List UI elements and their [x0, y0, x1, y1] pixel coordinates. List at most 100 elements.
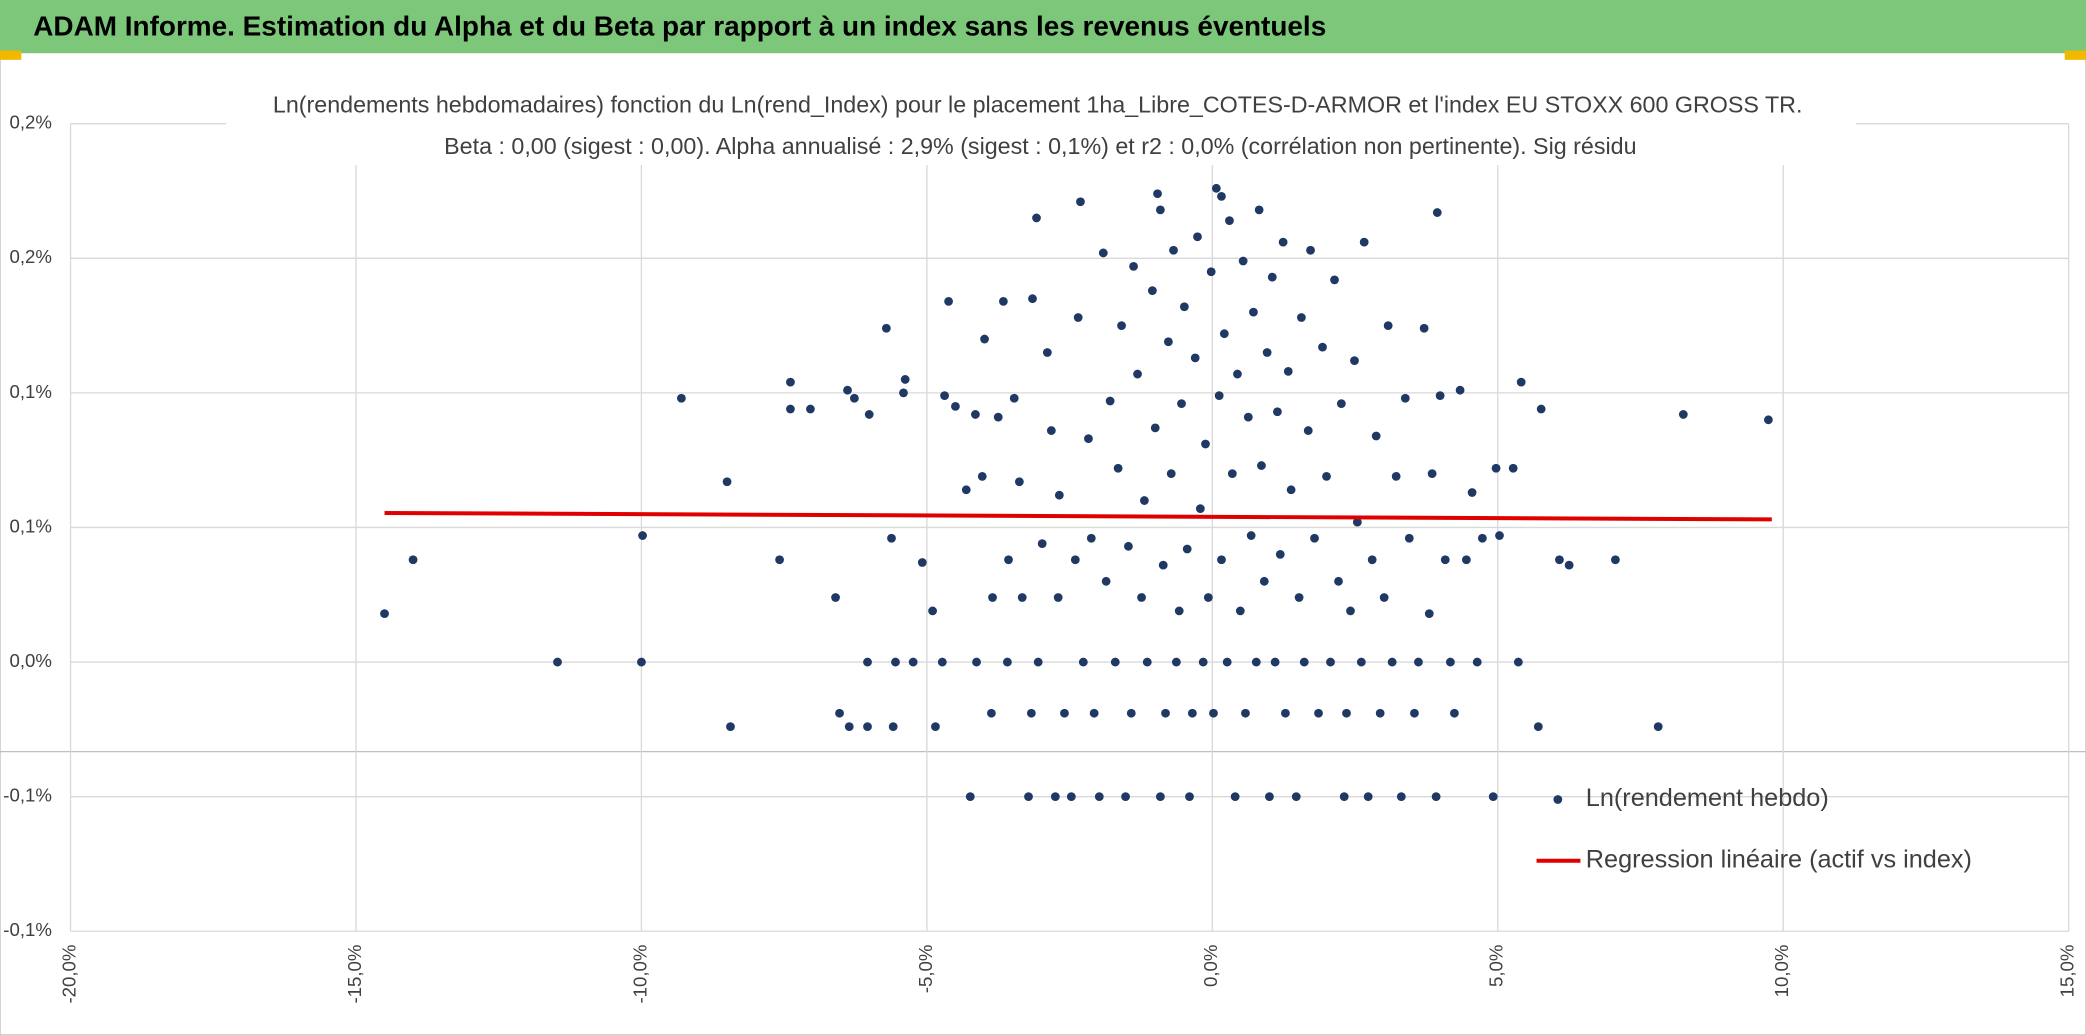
- scatter-point: [1024, 792, 1033, 802]
- scatter-point: [1219, 329, 1229, 339]
- scatter-point: [1203, 593, 1213, 602]
- scatter-point: [1217, 555, 1226, 565]
- scatter-point: [1073, 313, 1083, 322]
- scatter-point: [1455, 385, 1465, 395]
- scatter-point: [1396, 792, 1406, 802]
- scatter-point: [1201, 439, 1210, 449]
- scatter-point: [1273, 407, 1282, 417]
- scatter-point: [1161, 708, 1170, 718]
- scatter-point: [1379, 593, 1389, 602]
- scatter-point: [1209, 708, 1218, 718]
- scatter-point: [1404, 533, 1414, 543]
- scatter-point: [1375, 708, 1385, 718]
- scatter-point: [1259, 576, 1269, 586]
- scatter-point: [1342, 708, 1351, 718]
- scatter-point: [998, 296, 1008, 306]
- scatter-point: [1249, 307, 1258, 317]
- legend-label: Ln(rendement hebdo): [1586, 784, 1829, 812]
- scatter-point: [1322, 471, 1331, 481]
- scatter-point: [677, 393, 686, 403]
- scatter-point: [1166, 469, 1176, 479]
- scatter-point: [1037, 539, 1047, 549]
- scatter-point: [899, 388, 908, 398]
- scatter-point: [1387, 657, 1397, 667]
- scatter-point: [1105, 396, 1115, 406]
- y-tick-label: 0,1%: [9, 515, 51, 536]
- scatter-point: [1257, 461, 1266, 470]
- scatter-point: [1235, 606, 1245, 616]
- scatter-point: [1334, 576, 1343, 586]
- corner-mark: [0, 50, 22, 60]
- scatter-point: [775, 555, 784, 565]
- scatter-point: [881, 323, 891, 333]
- scatter-point: [1078, 657, 1088, 667]
- scatter-point: [843, 385, 852, 395]
- scatter-point: [1265, 792, 1274, 802]
- x-tick-label: 0,0%: [1200, 945, 1221, 987]
- scatter-point: [786, 377, 795, 387]
- scatter-point: [1117, 321, 1126, 330]
- y-tick-label: 0,0%: [9, 650, 51, 671]
- scatter-point: [931, 722, 940, 732]
- subtitle-bg: [226, 85, 1856, 165]
- x-tick-label: -10,0%: [629, 945, 650, 1004]
- scatter-point: [917, 558, 927, 567]
- scatter-point: [1251, 657, 1261, 667]
- scatter-point: [1367, 555, 1377, 565]
- scatter-point: [1472, 657, 1482, 667]
- x-tick-label: 15,0%: [2057, 945, 2078, 998]
- y-tick-label: 0,1%: [9, 381, 51, 402]
- scatter-point: [1352, 517, 1362, 527]
- scatter-point: [1137, 593, 1146, 602]
- scatter-point: [972, 657, 981, 667]
- scatter-point: [1427, 469, 1437, 479]
- scatter-point: [1435, 391, 1445, 400]
- scatter-point: [928, 606, 937, 616]
- scatter-point: [835, 708, 844, 718]
- scatter-point: [1070, 555, 1080, 565]
- scatter-point: [1246, 531, 1256, 540]
- scatter-point: [863, 722, 872, 732]
- scatter-point: [1299, 657, 1309, 667]
- scatter-point: [1171, 657, 1181, 667]
- scatter-point: [1110, 657, 1120, 667]
- scatter-point: [1350, 356, 1359, 365]
- scatter-point: [1026, 708, 1036, 718]
- scatter-point: [1158, 560, 1168, 570]
- scatter-point: [1066, 792, 1076, 802]
- scatter-point: [1033, 657, 1043, 667]
- scatter-point: [1060, 708, 1069, 718]
- scatter-point: [1028, 294, 1037, 304]
- scatter-point: [993, 412, 1003, 422]
- scatter-point: [408, 555, 418, 565]
- scatter-point: [1314, 708, 1323, 718]
- scatter-point: [864, 410, 874, 419]
- scatter-point: [1155, 792, 1165, 802]
- x-tick-label: 5,0%: [1486, 945, 1507, 987]
- scatter-point: [863, 657, 872, 667]
- scatter-point: [1306, 245, 1315, 255]
- scatter-point: [1446, 657, 1455, 667]
- scatter-point: [1254, 205, 1264, 215]
- scatter-point: [1383, 321, 1393, 330]
- scatter-point: [1101, 576, 1111, 586]
- scatter-point: [553, 657, 562, 667]
- scatter-point: [1187, 708, 1197, 718]
- scatter-point: [1495, 531, 1504, 540]
- scatter-point: [806, 404, 815, 414]
- scatter-point: [831, 593, 840, 602]
- scatter-point: [1488, 792, 1498, 802]
- scatter-point: [1185, 792, 1194, 802]
- scatter-point: [1262, 348, 1272, 357]
- x-tick-label: -5,0%: [915, 945, 936, 994]
- corner-mark: [2064, 50, 2086, 60]
- scatter-point: [1267, 272, 1277, 282]
- scatter-point: [1121, 792, 1130, 802]
- scatter-point: [1113, 463, 1123, 473]
- scatter-point: [1270, 657, 1280, 667]
- scatter-point: [888, 722, 898, 732]
- scatter-point: [1297, 313, 1306, 322]
- y-tick-label: 0,2%: [9, 246, 51, 267]
- scatter-point: [1241, 708, 1250, 718]
- scatter-point: [1042, 348, 1052, 357]
